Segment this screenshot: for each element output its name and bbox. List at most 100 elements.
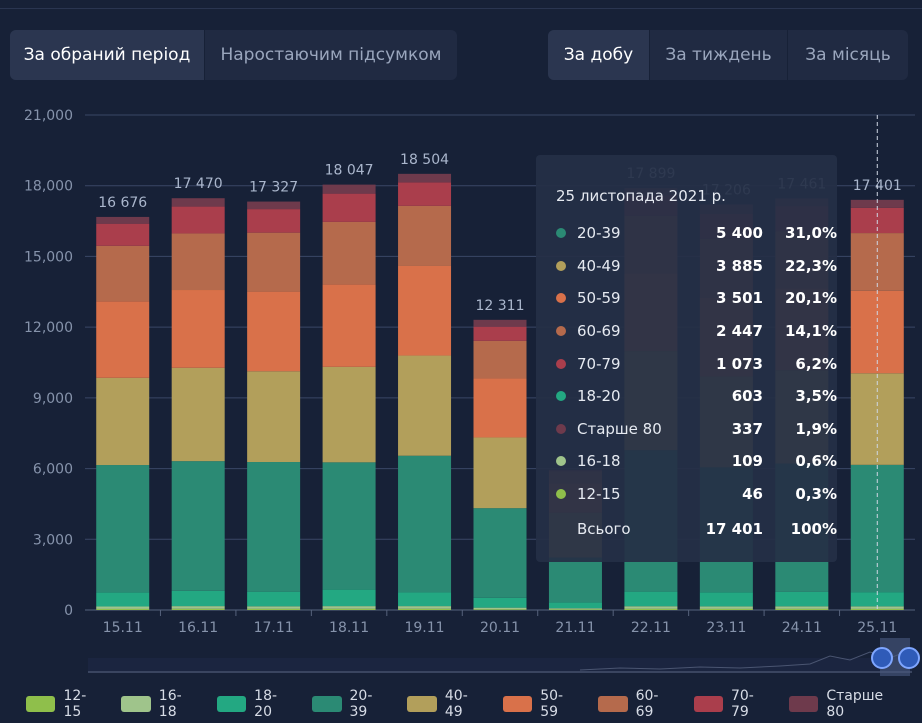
bar-segment[interactable] bbox=[171, 590, 225, 607]
bar-segment[interactable] bbox=[850, 199, 904, 208]
bar-segment[interactable] bbox=[322, 221, 376, 285]
navigator-right-handle[interactable] bbox=[898, 647, 920, 669]
bar-total-label: 17 327 bbox=[249, 180, 298, 196]
tab-cumulative[interactable]: Наростаючим підсумком bbox=[220, 45, 442, 65]
legend-item[interactable]: Старше 80 bbox=[788, 688, 904, 720]
bar-segment[interactable] bbox=[171, 233, 225, 291]
bar-segment[interactable] bbox=[398, 205, 452, 266]
bar-segment[interactable] bbox=[247, 201, 301, 210]
bar-segment[interactable] bbox=[171, 461, 225, 591]
tab-monthly[interactable]: За місяць bbox=[805, 45, 891, 65]
bar-segment[interactable] bbox=[624, 608, 678, 610]
bar-segment[interactable] bbox=[548, 602, 602, 609]
bar-segment[interactable] bbox=[398, 608, 452, 610]
bar-segment[interactable] bbox=[473, 609, 527, 610]
bar-segment[interactable] bbox=[96, 216, 150, 224]
bar-segment[interactable] bbox=[171, 206, 225, 234]
tooltip-series-count: 337 bbox=[731, 419, 763, 438]
bar-segment[interactable] bbox=[247, 462, 301, 592]
bar-segment[interactable] bbox=[171, 606, 225, 609]
bar-segment[interactable] bbox=[322, 184, 376, 194]
bar-segment[interactable] bbox=[96, 301, 150, 378]
bar-segment[interactable] bbox=[398, 455, 452, 593]
legend-swatch bbox=[216, 696, 247, 712]
tooltip-series-label: 16-18 bbox=[577, 452, 621, 471]
bar-segment[interactable] bbox=[96, 606, 150, 609]
bar-segment[interactable] bbox=[171, 367, 225, 462]
bar-segment[interactable] bbox=[247, 209, 301, 233]
bar-segment[interactable] bbox=[473, 597, 527, 608]
bar-segment[interactable] bbox=[473, 326, 527, 341]
bar-segment[interactable] bbox=[96, 245, 150, 302]
bar-segment[interactable] bbox=[247, 371, 301, 463]
bar-segment[interactable] bbox=[322, 608, 376, 610]
navigator-track[interactable] bbox=[88, 658, 912, 672]
bar-segment[interactable] bbox=[775, 591, 829, 607]
bar-segment[interactable] bbox=[398, 355, 452, 456]
bar-segment[interactable] bbox=[96, 465, 150, 593]
bar-segment[interactable] bbox=[473, 378, 527, 438]
bar-segment[interactable] bbox=[247, 232, 301, 292]
bar-segment[interactable] bbox=[247, 291, 301, 372]
bar-segment[interactable] bbox=[473, 508, 527, 598]
bar-segment[interactable] bbox=[398, 182, 452, 206]
bar-segment[interactable] bbox=[548, 608, 602, 610]
legend-item[interactable]: 70-79 bbox=[693, 688, 771, 720]
bar-segment[interactable] bbox=[775, 606, 829, 609]
bar-segment[interactable] bbox=[398, 592, 452, 607]
legend-item[interactable]: 60-69 bbox=[598, 688, 675, 720]
bar-segment[interactable] bbox=[548, 557, 602, 603]
bar-segment[interactable] bbox=[624, 606, 678, 609]
bar-segment[interactable] bbox=[322, 606, 376, 609]
tooltip-series-dot bbox=[556, 293, 566, 304]
bar-segment[interactable] bbox=[171, 290, 225, 368]
tab-selected-period[interactable]: За обраний період bbox=[10, 30, 205, 80]
tooltip-series-pct: 0,6% bbox=[795, 452, 837, 471]
tooltip-series-dot bbox=[556, 326, 566, 337]
bar-segment[interactable] bbox=[171, 608, 225, 610]
bar-segment[interactable] bbox=[775, 608, 829, 610]
bar-segment[interactable] bbox=[850, 608, 904, 610]
bar-segment[interactable] bbox=[96, 223, 150, 246]
bar-segment[interactable] bbox=[96, 377, 150, 466]
tooltip-series-dot bbox=[556, 489, 566, 500]
legend-item[interactable]: 16-18 bbox=[121, 688, 198, 720]
bar-segment[interactable] bbox=[322, 589, 376, 607]
bar-segment[interactable] bbox=[473, 607, 527, 610]
bar-segment[interactable] bbox=[473, 437, 527, 509]
y-tick-label: 15,000 bbox=[24, 249, 73, 265]
bar-segment[interactable] bbox=[322, 366, 376, 463]
bar-segment[interactable] bbox=[624, 591, 678, 607]
tooltip-row: 40-49 3 885 22,3% bbox=[556, 250, 837, 283]
legend-item[interactable]: 40-49 bbox=[407, 688, 484, 720]
bar-segment[interactable] bbox=[322, 284, 376, 367]
tab-daily[interactable]: За добу bbox=[548, 30, 650, 80]
legend-swatch bbox=[788, 696, 819, 712]
bar-segment[interactable] bbox=[247, 608, 301, 610]
y-tick-label: 9,000 bbox=[33, 391, 73, 407]
bar-segment[interactable] bbox=[171, 198, 225, 207]
bar-segment[interactable] bbox=[322, 193, 376, 222]
bar-segment[interactable] bbox=[398, 606, 452, 609]
bar-segment[interactable] bbox=[699, 608, 753, 610]
bar-segment[interactable] bbox=[473, 319, 527, 327]
bar-segment[interactable] bbox=[96, 592, 150, 607]
bar-segment[interactable] bbox=[247, 591, 301, 607]
legend-item[interactable]: 50-59 bbox=[502, 688, 580, 720]
bar-segment[interactable] bbox=[548, 609, 602, 610]
legend-item[interactable]: 20-39 bbox=[312, 688, 389, 720]
bar-segment[interactable] bbox=[96, 608, 150, 610]
bar-segment[interactable] bbox=[473, 340, 527, 379]
bar-segment[interactable] bbox=[322, 462, 376, 590]
bar-segment[interactable] bbox=[247, 606, 301, 609]
tab-weekly[interactable]: За тиждень bbox=[650, 30, 788, 80]
legend-item[interactable]: 18-20 bbox=[216, 688, 294, 720]
bar-segment[interactable] bbox=[398, 265, 452, 356]
bar-segment[interactable] bbox=[398, 173, 452, 183]
legend-item[interactable]: 12-15 bbox=[26, 688, 103, 720]
bar-segment[interactable] bbox=[699, 606, 753, 609]
tooltip-series-dot bbox=[556, 228, 566, 239]
navigator-left-handle[interactable] bbox=[871, 647, 893, 669]
tooltip-row: 16-18 109 0,6% bbox=[556, 445, 837, 478]
bar-segment[interactable] bbox=[699, 592, 753, 607]
